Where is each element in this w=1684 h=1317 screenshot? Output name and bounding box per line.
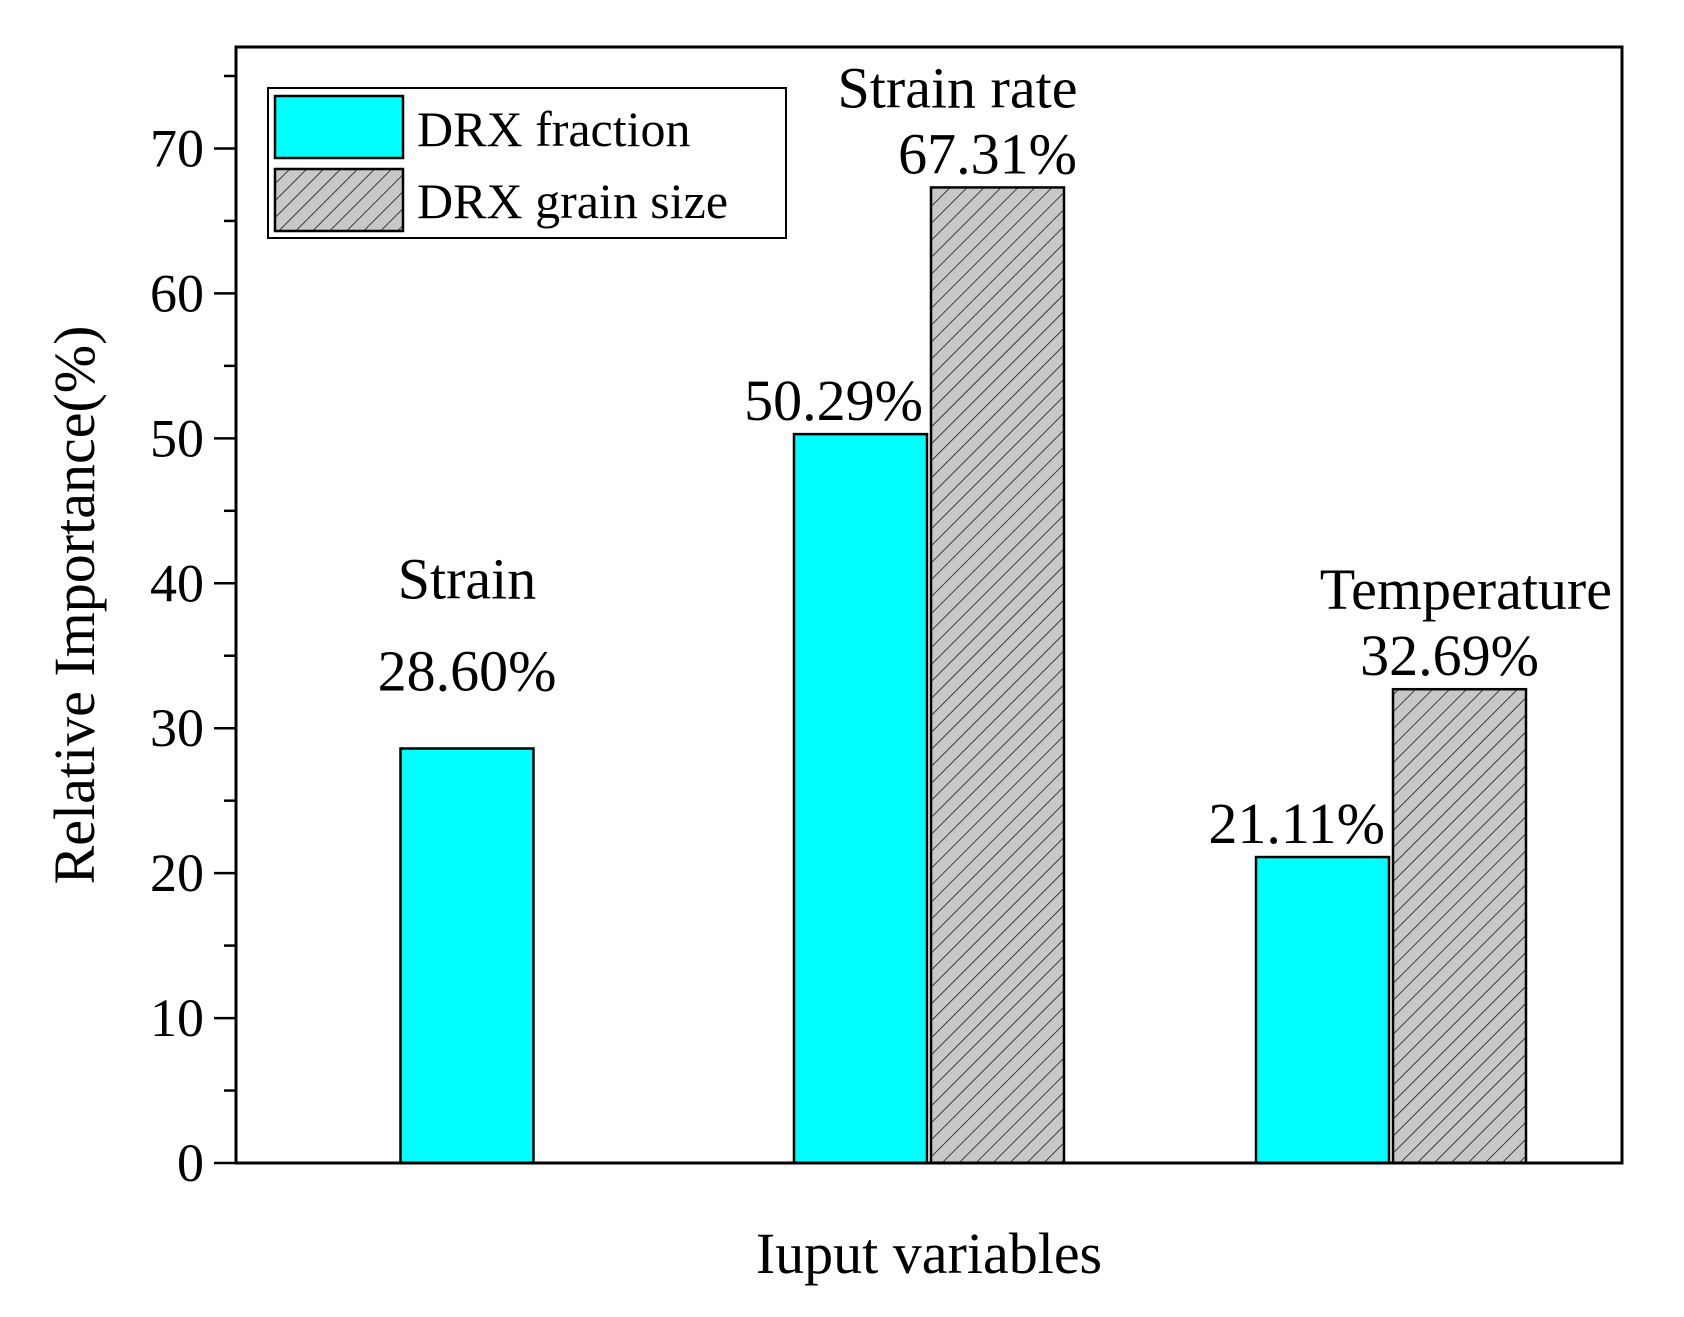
y-axis-label: Relative Importance(%) [42, 326, 107, 885]
category-label: Strain rate [838, 55, 1078, 120]
plot-frame [234, 45, 1624, 1165]
y-axis-ticks: 0 10 20 30 40 50 60 70 [150, 74, 236, 1193]
x-axis-label: Iuput variables [756, 1221, 1102, 1286]
bar-drx-fraction-strain [399, 747, 535, 1165]
y-tick-label: 40 [150, 553, 204, 613]
data-label: 28.60% [378, 638, 557, 703]
category-label: Strain [398, 546, 537, 611]
y-tick-label: 60 [150, 263, 204, 323]
data-label: 67.31% [898, 121, 1077, 186]
bar-drx-grain-size-strain-rate [929, 186, 1066, 1165]
y-tick-label: 10 [150, 988, 204, 1048]
legend-label-drx-fraction: DRX fraction [417, 101, 691, 157]
legend-swatch-drx-fraction [273, 94, 405, 160]
y-tick-label: 70 [150, 118, 204, 178]
y-tick-label: 30 [150, 698, 204, 758]
y-tick-label: 50 [150, 408, 204, 468]
legend: DRX fraction DRX grain size [267, 87, 787, 239]
y-tick-label: 0 [177, 1133, 204, 1193]
category-label: Temperature [1320, 557, 1612, 622]
bar-drx-grain-size-temperature [1391, 687, 1528, 1165]
category-labels-layer: Strain Strain rate Temperature [398, 55, 1612, 622]
legend-label-drx-grain-size: DRX grain size [417, 173, 728, 229]
value-labels-layer: 28.60% 50.29% 67.31% 21.11% 32.69% [378, 121, 1539, 856]
bars-layer [399, 186, 1528, 1165]
data-label: 32.69% [1360, 623, 1539, 688]
data-label: 50.29% [744, 368, 923, 433]
data-label: 21.11% [1208, 791, 1385, 856]
bar-drx-fraction-strain-rate [792, 432, 929, 1165]
y-tick-label: 20 [150, 843, 204, 903]
legend-swatch-drx-grain-size [273, 167, 405, 233]
bar-drx-fraction-temperature [1254, 855, 1391, 1165]
